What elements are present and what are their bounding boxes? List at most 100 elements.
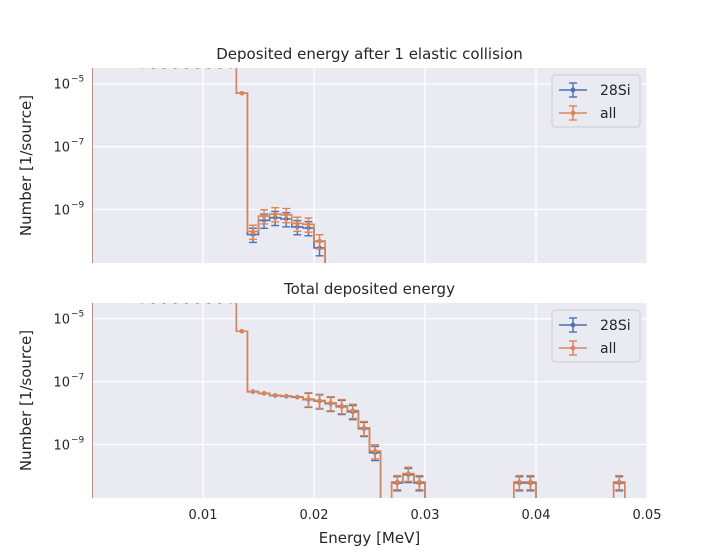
y-tick-exponent: −7 — [71, 373, 84, 383]
data-point — [295, 394, 300, 399]
data-point — [239, 90, 245, 96]
series-all — [92, 296, 626, 498]
data-point — [195, 68, 200, 69]
data-point — [95, 61, 99, 65]
panel-1: Deposited energy after 1 elastic collisi… — [17, 45, 648, 263]
x-tick-label: 0.02 — [300, 508, 329, 523]
data-point — [239, 329, 245, 334]
x-tick-label: 0.05 — [633, 508, 662, 523]
data-point — [250, 389, 256, 394]
legend: 28Si all — [551, 74, 641, 128]
data-point — [106, 62, 110, 66]
data-point — [140, 303, 144, 304]
y-tick-label: 10 — [53, 439, 70, 454]
data-point — [129, 298, 133, 302]
x-tick-label: 0.01 — [189, 508, 218, 523]
data-point — [261, 390, 267, 396]
data-point — [118, 298, 122, 302]
data-point — [272, 393, 278, 398]
chart-title: Total deposited energy — [283, 280, 455, 298]
data-point — [206, 303, 211, 304]
legend-swatch-marker — [570, 87, 576, 93]
y-tick-label: 10 — [53, 141, 70, 156]
x-tick-label: 0.04 — [522, 508, 551, 523]
legend-swatch-marker — [570, 322, 576, 328]
data-point — [250, 229, 256, 234]
data-point — [184, 68, 189, 69]
data-point — [162, 68, 166, 69]
data-point — [406, 471, 411, 476]
data-point — [372, 448, 378, 454]
y-tick-exponent: −9 — [71, 436, 85, 446]
data-point — [306, 396, 311, 402]
y-tick-exponent: −5 — [71, 75, 84, 85]
series-line — [92, 68, 326, 263]
y-tick-label: 10 — [53, 376, 70, 391]
y-tick-label: 10 — [53, 313, 70, 328]
data-point — [284, 393, 289, 399]
y-tick-exponent: −7 — [71, 138, 84, 148]
legend-label-28Si: 28Si — [600, 318, 631, 334]
data-point — [229, 303, 233, 304]
legend: 28Si all — [551, 309, 641, 363]
data-point — [162, 303, 166, 304]
data-point — [339, 403, 344, 409]
data-point — [118, 63, 122, 67]
data-point — [229, 68, 233, 69]
legend-swatch-marker — [570, 345, 576, 351]
series-line — [92, 68, 326, 263]
data-point — [106, 297, 110, 301]
data-point — [417, 479, 422, 485]
legend-label-28Si: 28Si — [600, 83, 631, 99]
data-point — [350, 408, 356, 413]
data-point — [95, 296, 99, 300]
data-point — [328, 400, 333, 406]
data-point — [195, 303, 200, 304]
data-point — [217, 68, 222, 69]
data-point — [173, 68, 177, 69]
data-point — [229, 303, 233, 304]
data-layer — [92, 296, 626, 498]
data-point — [517, 479, 522, 485]
data-point — [261, 213, 267, 219]
data-point — [106, 62, 110, 66]
data-point — [284, 212, 289, 218]
y-tick-label: 10 — [53, 78, 70, 93]
data-point — [272, 211, 278, 217]
data-point — [317, 398, 322, 403]
data-point — [173, 303, 177, 304]
data-point — [395, 479, 400, 485]
y-axis-label: Number [1/source] — [17, 330, 35, 471]
y-tick-exponent: −9 — [71, 201, 85, 211]
data-point — [184, 303, 189, 304]
data-point — [317, 238, 322, 244]
data-point — [151, 303, 155, 304]
data-layer — [92, 61, 326, 263]
data-point — [306, 222, 311, 227]
legend-swatch-marker — [570, 110, 576, 116]
data-point — [95, 296, 99, 300]
data-point — [217, 303, 222, 304]
data-point — [528, 479, 533, 485]
data-point — [151, 68, 155, 69]
y-tick-exponent: −5 — [71, 310, 84, 320]
chart-title: Deposited energy after 1 elastic collisi… — [216, 45, 523, 63]
x-axis-label: Energy [MeV] — [319, 529, 420, 547]
data-point — [295, 221, 300, 226]
panel-2: Total deposited energy Number [1/source] 1… — [17, 280, 661, 547]
data-point — [95, 61, 99, 65]
series-all — [92, 61, 326, 263]
data-point — [118, 298, 122, 302]
data-point — [617, 479, 622, 485]
data-point — [229, 68, 233, 69]
data-point — [129, 298, 133, 302]
data-point — [140, 68, 144, 69]
legend-label-all: all — [600, 341, 616, 357]
data-point — [361, 425, 367, 431]
data-point — [140, 303, 144, 304]
y-tick-label: 10 — [53, 204, 70, 219]
data-point — [129, 63, 133, 67]
data-point — [118, 63, 122, 67]
y-axis-label: Number [1/source] — [17, 95, 35, 236]
